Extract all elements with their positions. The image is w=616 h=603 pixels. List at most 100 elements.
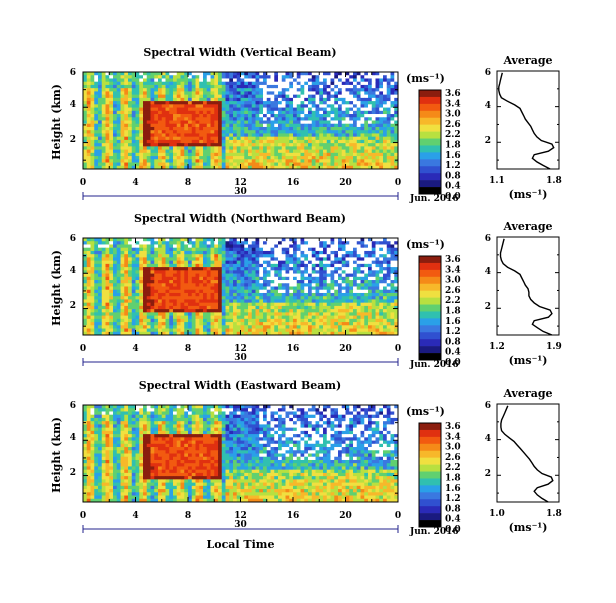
heatmap-cell [229,296,233,300]
heatmap-cell [83,82,87,86]
heatmap-cell [364,296,368,300]
heatmap-cell [372,248,376,252]
heatmap-cell [147,133,151,137]
heatmap-cell [372,98,376,102]
heatmap-cell [109,150,113,154]
heatmap-cell [259,140,263,144]
heatmap-cell [372,251,376,255]
heatmap-cell [267,303,271,307]
heatmap-cell [222,124,226,128]
heatmap-cell [218,85,222,89]
heatmap-cell [259,280,263,284]
heatmap-cell [109,91,113,95]
heatmap-cell [346,264,350,268]
heatmap-cell [364,244,368,248]
heatmap-cell [94,159,98,163]
heatmap-cell [274,78,278,82]
heatmap-cell [387,290,391,294]
heatmap-cell [147,319,151,323]
heatmap-cell [364,290,368,294]
heatmap-cell [226,124,230,128]
heatmap-cell [244,88,248,92]
heatmap-cell [226,270,230,274]
heatmap-cell [349,153,353,157]
heatmap-cell [233,238,237,242]
heatmap-cell [102,108,106,112]
heatmap-cell [327,267,331,271]
heatmap-cell [349,290,353,294]
heatmap-cell [241,82,245,86]
heatmap-cell [293,98,297,102]
heatmap-cell [312,143,316,147]
heatmap-cell [102,88,106,92]
heatmap-cell [106,153,110,157]
heatmap-cell [102,319,106,323]
heatmap-cell [259,277,263,281]
heatmap-cell [278,121,282,125]
heatmap-cell [267,254,271,258]
heatmap-cell [316,127,320,131]
heatmap-cell [383,150,387,154]
heatmap-cell [199,251,203,255]
heatmap-cell [252,306,256,310]
heatmap-cell [136,163,140,167]
heatmap-cell [316,248,320,252]
heatmap-cell [282,293,286,297]
heatmap-cell [312,244,316,248]
heatmap-cell [192,241,196,245]
heatmap-cell [357,290,361,294]
heatmap-cell [128,274,132,278]
heatmap-cell [319,137,323,141]
heatmap-cell [308,248,312,252]
heatmap-cell [301,251,305,255]
heatmap-cell [286,293,290,297]
heatmap-cell [379,72,383,76]
heatmap-cell [361,163,365,167]
heatmap-cell [289,117,293,121]
heatmap-cell [222,316,226,320]
heatmap-cell [342,88,346,92]
heatmap-cell [147,277,151,281]
heatmap-cell [143,85,147,89]
heatmap-cell [237,303,241,307]
heatmap-cell [83,293,87,297]
heatmap-cell [263,108,267,112]
heatmap-cell [383,287,387,291]
heatmap-cell [229,280,233,284]
heatmap-cell [102,104,106,108]
heatmap-cell [177,114,181,118]
heatmap-cell [83,153,87,157]
heatmap-cell [162,254,166,258]
heatmap-cell [158,290,162,294]
heatmap-cell [301,244,305,248]
heatmap-cell [271,325,275,329]
heatmap-cell [132,299,136,303]
heatmap-cell [106,75,110,79]
heatmap-cell [282,98,286,102]
heatmap-cell [278,91,282,95]
heatmap-cell [241,143,245,147]
y-tick-label: 2 [70,135,76,145]
heatmap-cell [124,244,128,248]
heatmap-cell [368,91,372,95]
heatmap-cell [177,251,181,255]
heatmap-cell [304,238,308,242]
heatmap-cell [274,143,278,147]
heatmap-cell [196,238,200,242]
heatmap-cell [252,91,256,95]
heatmap-cell [357,244,361,248]
heatmap-cell [143,82,147,86]
heatmap-cell [87,91,91,95]
heatmap-cell [259,124,263,128]
heatmap-cell [327,156,331,160]
heatmap-cell [98,287,102,291]
heatmap-cell [301,95,305,99]
heatmap-cell [349,319,353,323]
heatmap-cell [244,270,248,274]
heatmap-cell [301,159,305,163]
heatmap-cell [387,88,391,92]
heatmap-cell [121,143,125,147]
heatmap-cell [166,159,170,163]
heatmap-cell [124,267,128,271]
heatmap-cell [297,277,301,281]
